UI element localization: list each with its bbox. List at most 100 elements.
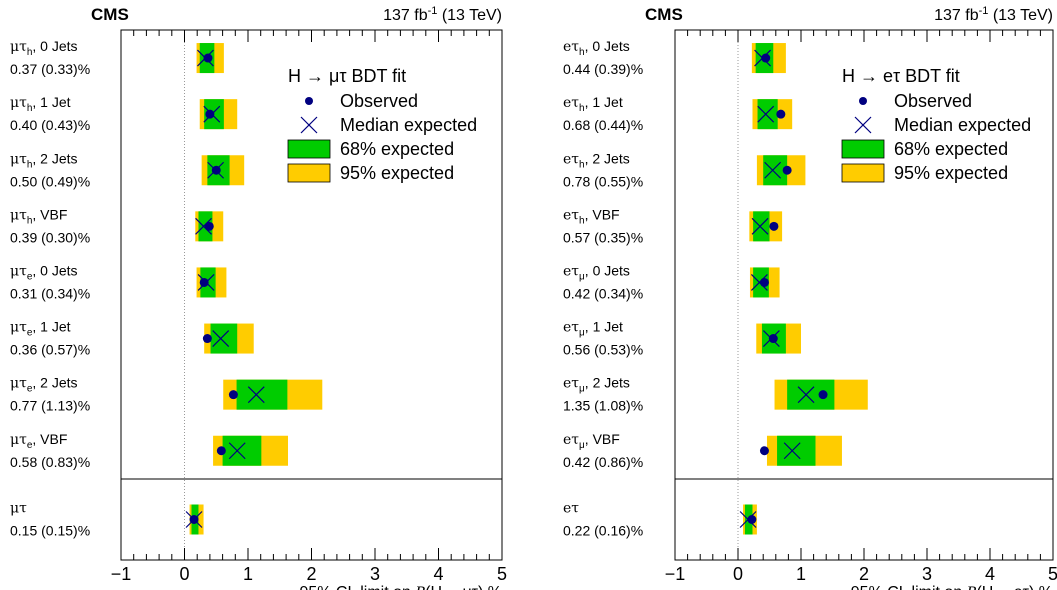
- category-row: eτμ, 2 Jets 1.35 (1.08)%: [563, 375, 868, 414]
- category-row: eτ 0.22 (0.16)%: [563, 501, 757, 539]
- x-axis-title-post: (H→ μτ) %: [425, 584, 502, 590]
- band-68: [210, 323, 238, 354]
- lumi-main: 137 fb: [934, 7, 979, 24]
- category-symbol: eτ: [563, 95, 579, 111]
- legend-observed-label: Observed: [894, 91, 972, 111]
- band-68: [222, 435, 262, 466]
- observed-marker: [769, 221, 779, 231]
- category-subscript: h: [27, 215, 33, 226]
- category-label: eτh, 1 Jet: [563, 94, 623, 114]
- legend-median-label: Median expected: [340, 115, 477, 135]
- x-axis-title-post: (H→ eτ) %: [976, 584, 1053, 590]
- legend: H → eτ BDT fit Observed Median expected 68%…: [841, 66, 1031, 183]
- category-values: 0.42 (0.34)%: [563, 285, 643, 301]
- category-values: 0.42 (0.86)%: [563, 454, 643, 470]
- category-label: eτh, 2 Jets: [563, 150, 630, 170]
- category-symbol: eτ: [563, 207, 579, 223]
- category-subscript: h: [579, 47, 585, 58]
- category-suffix: , 1 Jet: [32, 319, 70, 335]
- legend-median-label: Median expected: [894, 115, 1031, 135]
- category-symbol: eτ: [563, 263, 579, 279]
- category-suffix: , 1 Jet: [585, 319, 623, 335]
- category-suffix: , VBF: [585, 206, 620, 222]
- category-suffix: , 0 Jets: [585, 38, 630, 54]
- category-symbol: μτ: [10, 95, 27, 111]
- category-row: eτμ, 0 Jets 0.42 (0.34)%: [563, 262, 780, 301]
- legend-band95-label: 95% expected: [340, 163, 454, 183]
- median-cross-stroke: [797, 386, 815, 404]
- category-label: μτh, 0 Jets: [10, 38, 78, 58]
- category-values: 0.31 (0.34)%: [10, 285, 90, 301]
- median-cross-stroke: [228, 442, 246, 460]
- category-row: eτμ, VBF 0.42 (0.86)%: [563, 431, 842, 470]
- legend-observed-label: Observed: [340, 91, 418, 111]
- category-subscript: h: [27, 159, 33, 170]
- observed-marker: [204, 221, 214, 231]
- category-subscript: μ: [579, 384, 585, 395]
- lumi-tail: (13 TeV): [988, 7, 1053, 24]
- observed-marker: [818, 390, 828, 400]
- panel-mutau: −101234595% CL limit on B(H→ μτ) %CMS137…: [10, 5, 507, 590]
- category-subscript: μ: [579, 328, 585, 339]
- x-tick-label: 3: [370, 564, 380, 584]
- legend: H → μτ BDT fit Observed Median expected 68%…: [287, 66, 477, 183]
- x-axis-title-pre: 95% CL limit on: [299, 584, 415, 590]
- legend-band68-label: 68% expected: [894, 139, 1008, 159]
- panel-etau: −101234595% CL limit on B(H→ eτ) %CMS137…: [563, 5, 1057, 590]
- category-values: 0.77 (1.13)%: [10, 398, 90, 414]
- x-tick-label: 1: [243, 564, 253, 584]
- observed-marker: [776, 109, 786, 119]
- legend-band95-swatch: [287, 163, 331, 183]
- category-label: eτμ, 2 Jets: [563, 375, 630, 395]
- legend-band68-swatch: [841, 139, 885, 159]
- category-values: 0.22 (0.16)%: [563, 523, 643, 539]
- category-label: eτμ, VBF: [563, 431, 620, 451]
- median-cross-stroke: [247, 386, 265, 404]
- category-symbol: μτ: [10, 376, 27, 392]
- category-label: eτμ, 0 Jets: [563, 262, 630, 282]
- median-cross-stroke: [854, 116, 872, 134]
- category-row: eτh, 0 Jets 0.44 (0.39)%: [563, 38, 786, 77]
- category-values: 0.50 (0.49)%: [10, 173, 90, 189]
- category-row: μτe, 1 Jet 0.36 (0.57)%: [10, 319, 254, 358]
- category-symbol: μτ: [10, 151, 27, 167]
- legend-band68-label: 68% expected: [340, 139, 454, 159]
- category-row: eτμ, 1 Jet 0.56 (0.53)%: [563, 319, 801, 358]
- observed-marker: [199, 277, 209, 287]
- x-axis: −1 0 1 2 3 4 5: [665, 30, 1057, 584]
- category-subscript: h: [27, 47, 33, 58]
- category-values: 0.39 (0.30)%: [10, 229, 90, 245]
- legend-band95-label: 95% expected: [894, 163, 1008, 183]
- x-tick-label: 4: [985, 564, 995, 584]
- category-suffix: , 0 Jets: [32, 262, 77, 278]
- band-68: [777, 435, 816, 466]
- lumi-tail: (13 TeV): [437, 7, 502, 24]
- median-cross-stroke: [751, 217, 769, 235]
- category-values: 0.68 (0.44)%: [563, 117, 643, 133]
- category-symbol: μτ: [10, 320, 27, 336]
- category-suffix: , VBF: [32, 431, 67, 447]
- x-tick-label: 1: [796, 564, 806, 584]
- category-row: μτh, 2 Jets 0.50 (0.49)%: [10, 150, 245, 189]
- median-expected-marker: [751, 217, 769, 235]
- observed-marker: [203, 53, 213, 63]
- category-values: 0.58 (0.83)%: [10, 454, 90, 470]
- observed-marker: [761, 53, 771, 63]
- category-values: 0.78 (0.55)%: [563, 173, 643, 189]
- observed-marker: [759, 446, 769, 456]
- band-68: [763, 155, 788, 186]
- category-label: μτe, 0 Jets: [10, 262, 78, 282]
- median-expected-marker: [212, 330, 230, 347]
- median-cross-stroke: [750, 274, 768, 291]
- median-cross-stroke: [212, 330, 230, 347]
- category-row: eτh, VBF 0.57 (0.35)%: [563, 206, 783, 245]
- category-row: μτh, 1 Jet 0.40 (0.43)%: [10, 94, 238, 133]
- category-suffix: , 2 Jets: [585, 150, 630, 166]
- observed-marker: [216, 446, 226, 456]
- category-subscript: e: [27, 271, 33, 282]
- observed-marker: [205, 109, 215, 119]
- x-tick-label: 5: [497, 564, 507, 584]
- category-symbol: eτ: [563, 376, 579, 392]
- plot-frame: [674, 29, 1054, 561]
- legend-band68-swatch: [287, 139, 331, 159]
